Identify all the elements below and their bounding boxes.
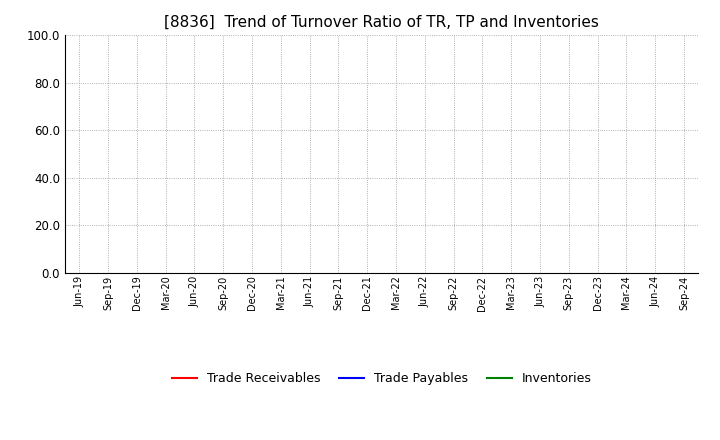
Title: [8836]  Trend of Turnover Ratio of TR, TP and Inventories: [8836] Trend of Turnover Ratio of TR, TP… <box>164 15 599 30</box>
Legend: Trade Receivables, Trade Payables, Inventories: Trade Receivables, Trade Payables, Inven… <box>166 367 597 390</box>
